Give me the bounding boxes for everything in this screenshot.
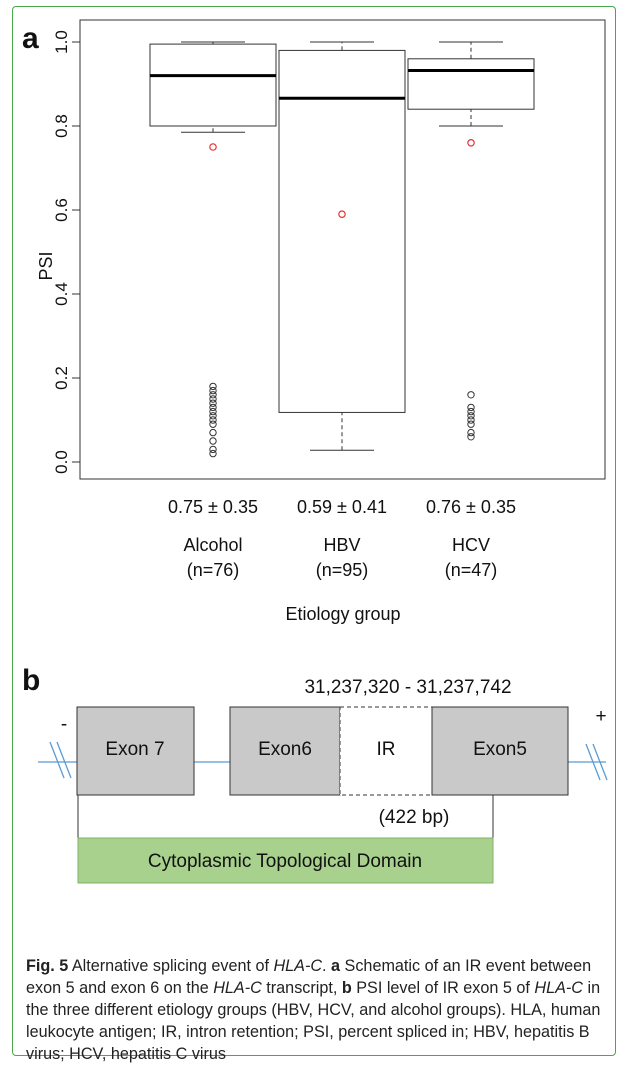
- group-name-label: HCV: [452, 535, 490, 555]
- exon7-label: Exon 7: [105, 739, 164, 760]
- caption-gene1: HLA-C: [273, 957, 323, 975]
- mean-sd-label: 0.76 ± 0.35: [426, 497, 516, 517]
- figure-frame: [12, 6, 616, 1056]
- caption-b: b: [341, 979, 352, 997]
- break-mark-right-1: [585, 743, 601, 781]
- outlier-point: [209, 428, 217, 437]
- exon5-box: [431, 706, 569, 796]
- break-mark-left-1: [49, 741, 65, 779]
- ir-box: [339, 706, 433, 796]
- outlier-point: [467, 433, 475, 441]
- caption-gene2: HLA-C: [213, 979, 262, 997]
- iqr-box: [278, 49, 406, 413]
- group-n-label: (n=47): [445, 560, 498, 580]
- exon5-label: Exon5: [473, 739, 527, 760]
- outlier-point: [467, 416, 475, 424]
- mean-point: [467, 139, 475, 147]
- outlier-point: [209, 449, 217, 458]
- figure-caption: Fig. 5 Alternative splicing event of HLA…: [26, 955, 606, 1065]
- y-tick-label: 0.6: [52, 198, 71, 222]
- iqr-box: [407, 58, 535, 110]
- group-n-label: (n=76): [187, 560, 240, 580]
- caption-t6: in the three different etiology groups (…: [26, 979, 601, 1063]
- outlier-point: [209, 403, 217, 412]
- exon7-box: [76, 706, 195, 796]
- outlier-point: [467, 428, 475, 437]
- y-tick-label: 0.2: [52, 366, 71, 390]
- genomic-coordinates: 31,237,320 - 31,237,742: [304, 677, 511, 698]
- outlier-point: [209, 407, 217, 416]
- y-axis: 0.0 0.2 0.4 0.6 0.8 1.0: [52, 30, 81, 474]
- outlier-point: [467, 403, 475, 412]
- domain-label: Cytoplasmic Topological Domain: [148, 851, 422, 872]
- box-alcohol: [149, 41, 277, 458]
- outlier-point: [209, 391, 217, 399]
- x-axis-labels: 0.75 ± 0.35 Alcohol (n=76) 0.59 ± 0.41 HBV (n…: [168, 497, 516, 580]
- caption-t3: Schematic of an IR event between exon 5 …: [26, 957, 592, 997]
- outlier-point: [209, 412, 217, 420]
- outlier-point: [467, 391, 475, 399]
- group-name-label: HBV: [323, 535, 360, 555]
- outlier-point: [209, 437, 217, 445]
- mean-point: [209, 143, 217, 151]
- group-n-label: (n=95): [316, 560, 369, 580]
- exon6-label: Exon6: [258, 739, 312, 760]
- boxplot-series: [149, 41, 535, 458]
- y-tick-label: 1.0: [52, 30, 71, 54]
- caption-a: a: [331, 957, 341, 975]
- caption-fig-label: Fig. 5: [26, 957, 69, 975]
- outlier-point: [209, 382, 217, 391]
- mean-sd-label: 0.75 ± 0.35: [168, 497, 258, 517]
- outlier-point: [209, 395, 217, 403]
- box-hbv: [278, 41, 406, 451]
- minus-strand-label: -: [61, 714, 67, 735]
- caption-t2: .: [322, 957, 332, 975]
- outlier-point: [209, 399, 217, 407]
- outlier-point: [209, 386, 217, 395]
- caption-t5: PSI level of IR exon 5 of: [351, 979, 535, 997]
- outlier-point: [467, 412, 475, 420]
- y-tick-label: 0.0: [52, 450, 71, 474]
- iqr-box: [149, 43, 277, 127]
- mean-point: [338, 210, 346, 219]
- caption-gene3: HLA-C: [534, 979, 583, 997]
- outlier-point: [467, 420, 475, 428]
- ir-size-label: (422 bp): [379, 807, 450, 828]
- outlier-point: [209, 420, 217, 428]
- exon6-box: [229, 706, 341, 796]
- outlier-point: [209, 416, 217, 424]
- panel-a-label: a: [22, 22, 39, 55]
- break-mark-right-2: [592, 743, 608, 781]
- plus-strand-label: +: [595, 706, 606, 727]
- y-tick-label: 0.4: [52, 282, 71, 306]
- mean-sd-label: 0.59 ± 0.41: [297, 497, 387, 517]
- y-axis-label: PSI: [36, 251, 56, 280]
- caption-t4: transcript,: [261, 979, 342, 997]
- domain-box: [77, 837, 494, 884]
- y-tick-label: 0.8: [52, 114, 71, 138]
- group-name-label: Alcohol: [183, 535, 242, 555]
- box-hcv: [407, 41, 535, 441]
- x-axis-label: Etiology group: [285, 604, 400, 624]
- outlier-point: [209, 445, 217, 454]
- caption-t1: Alternative splicing event of: [68, 957, 274, 975]
- ir-label: IR: [377, 739, 396, 760]
- outlier-point: [467, 407, 475, 416]
- panel-b-label: b: [22, 664, 40, 697]
- break-mark-left-2: [56, 741, 72, 779]
- plot-area: [79, 19, 606, 480]
